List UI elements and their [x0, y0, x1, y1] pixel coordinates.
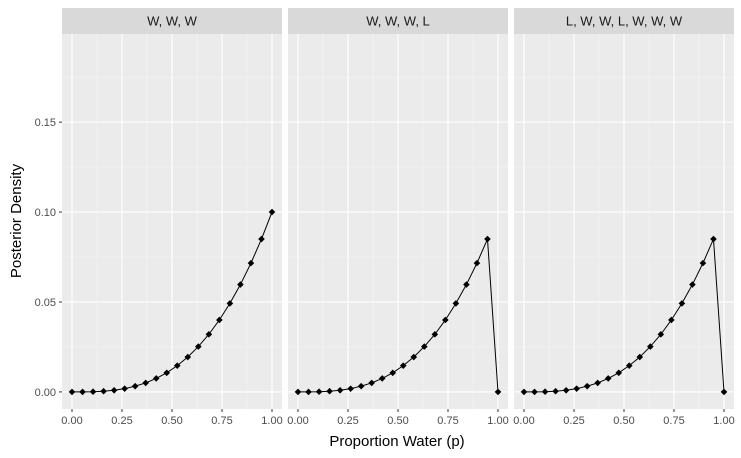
y-axis: 0.00 0.05 0.10 0.15 — [35, 117, 62, 399]
x-tick-label: 0.50 — [161, 415, 182, 427]
facet-strip-label: W, W, W, L — [366, 14, 430, 29]
x-tick-label: 1.00 — [713, 415, 734, 427]
data-point — [442, 316, 449, 324]
data-point — [152, 375, 160, 382]
data-point — [268, 208, 276, 216]
x-tick-label: 0.25 — [111, 415, 132, 427]
data-point — [647, 343, 654, 350]
panel-1: W, W, W 0.00 0.25 0.50 0.75 1.00 — [61, 8, 283, 427]
data-point — [110, 386, 118, 394]
data-point — [699, 259, 707, 267]
y-tick-label: 0.05 — [35, 297, 56, 309]
data-point — [131, 382, 139, 390]
data-point — [531, 388, 538, 396]
data-point — [89, 388, 97, 396]
data-point — [195, 343, 202, 350]
data-point — [347, 385, 354, 392]
data-point — [389, 369, 397, 377]
data-point — [678, 300, 686, 307]
data-point — [431, 331, 439, 338]
data-point — [552, 387, 559, 395]
data-point — [604, 375, 612, 382]
data-point — [562, 386, 570, 394]
facet-strip-label: L, W, W, L, W, W, W — [566, 14, 683, 29]
panels: W, W, W 0.00 0.25 0.50 0.75 1.00 W, W, W, L 0.0… — [61, 8, 735, 427]
y-axis-title: Posterior Density — [8, 163, 25, 278]
y-tick-label: 0.00 — [35, 387, 56, 399]
data-point — [247, 259, 255, 267]
x-tick-label: 0.75 — [437, 415, 458, 427]
data-point — [184, 353, 192, 361]
data-point — [315, 388, 323, 396]
facet-strip-label: W, W, W — [147, 14, 198, 29]
data-point — [452, 300, 460, 307]
data-point — [573, 385, 580, 392]
data-point — [463, 281, 470, 288]
x-tick-label: 0.00 — [513, 415, 534, 427]
data-point — [79, 388, 86, 396]
x-tick-label: 0.75 — [663, 415, 684, 427]
data-point — [625, 362, 633, 369]
data-point — [68, 388, 76, 396]
data-point — [258, 235, 265, 243]
x-tick-label: 0.50 — [387, 415, 408, 427]
x-tick-label: 0.25 — [563, 415, 584, 427]
x-tick-label: 0.50 — [613, 415, 634, 427]
data-point — [226, 300, 234, 307]
data-point — [421, 343, 428, 350]
data-point — [636, 353, 644, 361]
data-point — [173, 362, 181, 369]
data-point — [520, 388, 528, 396]
data-point — [142, 379, 149, 387]
data-point — [294, 388, 302, 396]
data-point — [541, 388, 549, 396]
x-tick-label: 0.25 — [337, 415, 358, 427]
data-point — [689, 281, 696, 288]
data-point — [357, 382, 365, 390]
x-axis-title: Proportion Water (p) — [329, 433, 464, 450]
data-point — [305, 388, 312, 396]
x-tick-label: 0.75 — [211, 415, 232, 427]
data-point — [494, 388, 502, 396]
panel-2: W, W, W, L 0.00 0.25 0.50 0.75 1.00 — [287, 8, 509, 427]
data-point — [473, 259, 481, 267]
data-point — [326, 387, 333, 395]
x-tick-label: 1.00 — [261, 415, 282, 427]
data-point — [100, 387, 107, 395]
data-point — [216, 316, 223, 324]
data-point — [378, 375, 386, 382]
data-point — [484, 235, 491, 243]
data-point — [710, 235, 717, 243]
panel-3: L, W, W, L, W, W, W 0.00 0.25 0.50 0.75 1.00 — [513, 8, 735, 427]
y-tick-label: 0.10 — [35, 207, 56, 219]
data-point — [163, 369, 171, 377]
data-point — [583, 382, 591, 390]
facet-strip — [62, 8, 282, 34]
x-tick-label: 0.00 — [287, 415, 308, 427]
y-tick-label: 0.15 — [35, 117, 56, 129]
data-point — [121, 385, 128, 392]
data-point — [399, 362, 407, 369]
data-point — [720, 388, 728, 396]
data-point — [410, 353, 418, 361]
facet-strip — [514, 8, 734, 34]
x-tick-label: 0.00 — [61, 415, 82, 427]
data-point — [237, 281, 244, 288]
data-point — [368, 379, 375, 387]
data-point — [615, 369, 623, 377]
data-point — [336, 386, 344, 394]
data-point — [668, 316, 675, 324]
x-tick-label: 1.00 — [487, 415, 508, 427]
data-point — [205, 331, 213, 338]
data-point — [657, 331, 665, 338]
facet-strip — [288, 8, 508, 34]
data-point — [594, 379, 601, 387]
